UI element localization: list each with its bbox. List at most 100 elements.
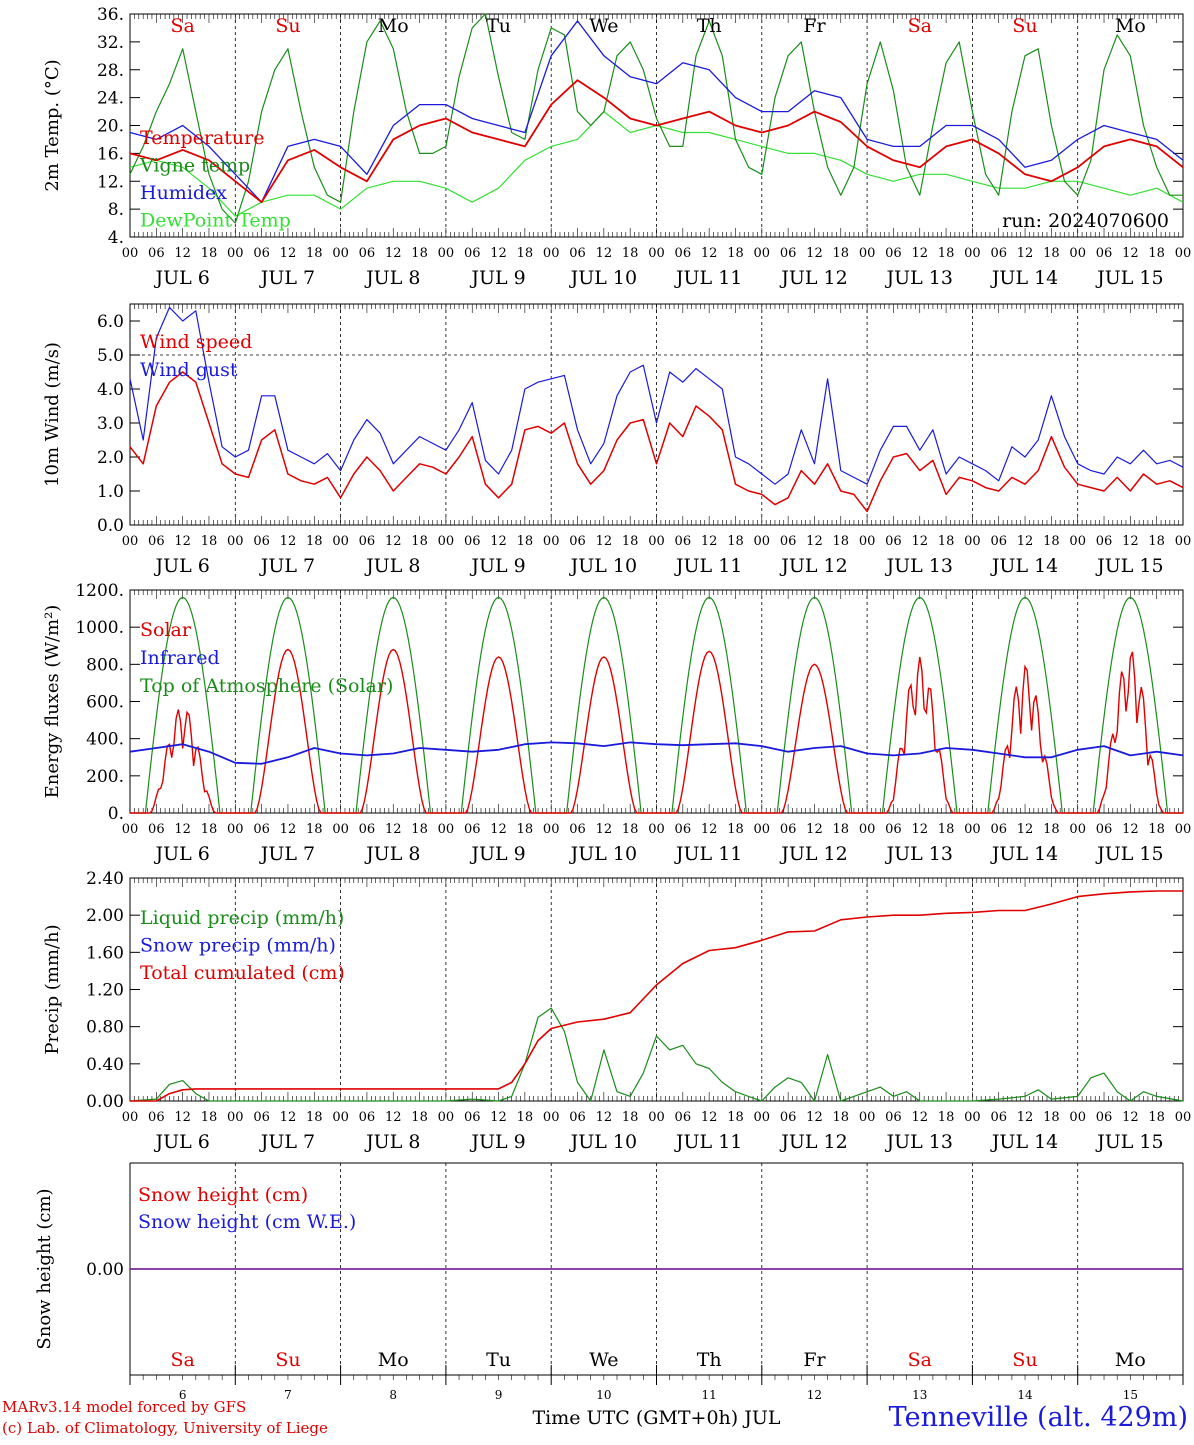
- hour-label: 06: [464, 534, 481, 549]
- hour-label: 00: [332, 1110, 349, 1125]
- panel-1-time-axis: 00 06 12 18 JUL 6 00 06 12 18 JUL 7 00 06 12 18 JUL 8 0…: [122, 246, 1192, 289]
- hour-label: 00: [859, 1110, 876, 1125]
- panel-2-y-axis: 0.0 1.0 2.0 3.0 4.0 5.0 6.0 10m Wind (m/s): [42, 312, 1183, 536]
- y-tick-label: 800.: [86, 655, 124, 675]
- hour-label: 12: [490, 534, 507, 549]
- hour-label: 06: [780, 1110, 797, 1125]
- y-tick-label: 16.: [97, 144, 124, 164]
- y-tick-label: 12.: [97, 172, 124, 192]
- hour-label: 12: [596, 1110, 613, 1125]
- panel-4-legend: Liquid precip (mm/h) Snow precip (mm/h) To…: [140, 907, 345, 984]
- y-tick-label: 28.: [97, 61, 124, 81]
- hour-label: 18: [833, 822, 850, 837]
- hour-label: 00: [438, 1110, 455, 1125]
- hour-label: 12: [806, 1110, 823, 1125]
- day-date: 10: [596, 1388, 611, 1402]
- date-label: JUL 9: [469, 267, 525, 289]
- day-date: 14: [1017, 1388, 1033, 1402]
- hour-label: 18: [938, 534, 955, 549]
- y-tick-label: 2.40: [86, 869, 124, 889]
- hour-label: 06: [1096, 534, 1113, 549]
- hour-label: 06: [990, 822, 1007, 837]
- legend-entry: Vigne temp: [139, 155, 250, 177]
- hour-label: 00: [754, 534, 771, 549]
- hour-label: 06: [885, 534, 902, 549]
- hour-label: 00: [964, 534, 981, 549]
- hour-label: 00: [1175, 534, 1192, 549]
- hour-label: 00: [227, 1110, 244, 1125]
- hour-label: 06: [359, 822, 376, 837]
- hour-label: 18: [517, 1110, 534, 1125]
- hour-label: 18: [727, 534, 744, 549]
- y-tick-label: 32.: [97, 33, 124, 53]
- day-name: Sa: [170, 1349, 194, 1371]
- day-name: Th: [697, 1349, 722, 1371]
- hour-label: 12: [596, 534, 613, 549]
- day-name: Sa: [908, 15, 932, 37]
- panel-5-frame: 0.00 Snow height (cm): [34, 1162, 1184, 1385]
- hour-label: 00: [332, 822, 349, 837]
- hour-label: 12: [280, 822, 297, 837]
- hour-label: 06: [359, 246, 376, 261]
- day-name: We: [589, 1349, 618, 1371]
- hour-label: 00: [1069, 1110, 1086, 1125]
- y-tick-label: 4.: [108, 228, 124, 248]
- hour-label: 06: [359, 534, 376, 549]
- hour-label: 06: [990, 1110, 1007, 1125]
- hour-label: 12: [174, 534, 191, 549]
- hour-label: 06: [464, 1110, 481, 1125]
- hour-label: 00: [648, 822, 665, 837]
- hour-label: 12: [911, 534, 928, 549]
- hour-label: 12: [701, 246, 718, 261]
- hour-label: 12: [1122, 822, 1139, 837]
- date-label: JUL 13: [885, 1131, 953, 1153]
- date-label: JUL 13: [885, 555, 953, 577]
- date-label: JUL 11: [674, 843, 742, 865]
- hour-label: 00: [648, 1110, 665, 1125]
- hour-label: 18: [306, 822, 323, 837]
- hour-label: 00: [543, 1110, 560, 1125]
- hour-label: 06: [1096, 822, 1113, 837]
- date-label: JUL 10: [569, 843, 637, 865]
- hour-label: 06: [675, 534, 692, 549]
- date-label: JUL 10: [569, 555, 637, 577]
- hour-label: 18: [1043, 822, 1060, 837]
- day-date: 8: [389, 1388, 397, 1402]
- legend-entry: Humidex: [140, 182, 227, 204]
- hour-label: 12: [1017, 246, 1034, 261]
- day-date: 11: [702, 1388, 717, 1402]
- hour-label: 00: [122, 246, 139, 261]
- y-axis-label: Snow height (cm): [34, 1188, 55, 1349]
- hour-label: 00: [964, 246, 981, 261]
- hour-label: 18: [306, 534, 323, 549]
- hour-label: 18: [1043, 1110, 1060, 1125]
- total-cumulated-line: [130, 890, 1183, 1102]
- date-label: JUL 8: [364, 1131, 420, 1153]
- hour-label: 06: [253, 246, 270, 261]
- hour-label: 00: [438, 822, 455, 837]
- legend-entry: Solar: [140, 619, 192, 641]
- y-tick-label: 8.: [108, 200, 124, 220]
- hour-label: 00: [859, 822, 876, 837]
- hour-label: 00: [332, 246, 349, 261]
- date-label: JUL 9: [469, 555, 525, 577]
- hour-label: 18: [201, 246, 218, 261]
- hour-label: 06: [148, 246, 165, 261]
- panel-1-legend: Temperature Vigne temp Humidex DewPoint Tem…: [139, 127, 291, 232]
- hour-label: 06: [569, 822, 586, 837]
- date-label: JUL 7: [259, 843, 315, 865]
- day-name: Su: [1012, 15, 1037, 37]
- hour-label: 00: [859, 246, 876, 261]
- legend-entry: Wind speed: [140, 331, 252, 353]
- y-axis-label: 10m Wind (m/s): [42, 342, 63, 487]
- hour-label: 12: [385, 1110, 402, 1125]
- panel-3-time-axis: 00 06 12 18 JUL 6 00 06 12 18 JUL 7 00 06 12 18 JUL 8 0…: [122, 822, 1192, 865]
- date-label: JUL 12: [779, 267, 847, 289]
- hour-label: 00: [964, 1110, 981, 1125]
- hour-label: 06: [253, 534, 270, 549]
- hour-label: 00: [754, 822, 771, 837]
- panel-2-legend: Wind speed Wind gust: [140, 331, 252, 381]
- legend-entry: Wind gust: [140, 359, 238, 381]
- y-tick-label: 0.80: [86, 1018, 124, 1038]
- panel-1-frame: [129, 13, 1184, 238]
